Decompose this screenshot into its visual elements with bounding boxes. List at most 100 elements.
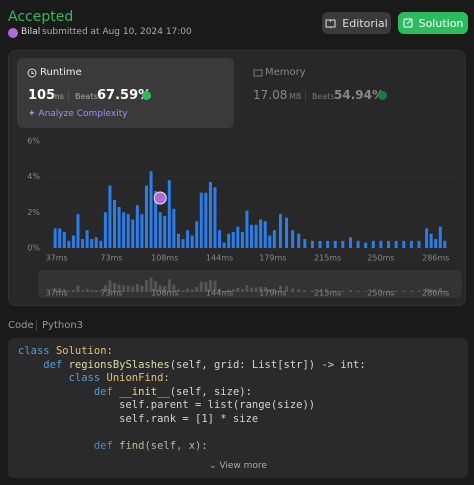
minimap-bar	[85, 288, 89, 292]
minimap-bar	[263, 287, 267, 292]
bar	[417, 240, 421, 248]
runtime-label: Runtime	[40, 67, 82, 78]
minimap-bar	[167, 279, 171, 292]
memory-value: 17.08	[253, 88, 288, 102]
x-tick-label: 144ms	[206, 254, 233, 263]
submitted-at: submitted at Aug 10, 2024 17:00	[42, 27, 192, 37]
code-line: def regionsBySlashes(self, grid: List[st…	[18, 358, 366, 373]
button-label: Editorial	[342, 16, 388, 30]
minimap-bar	[434, 290, 438, 292]
bar	[117, 206, 121, 248]
x-tick-label: 250ms	[367, 254, 394, 263]
view-more[interactable]: ⌄ View more	[8, 461, 468, 471]
minimap-bar	[81, 290, 85, 292]
view-more-text: View more	[219, 461, 267, 471]
minimap-bar	[417, 290, 421, 292]
code-tab[interactable]: Code	[8, 320, 34, 331]
minimap-bar	[181, 290, 185, 292]
divider	[36, 320, 37, 331]
y-tick-label: 0%	[27, 244, 40, 253]
code-line: self.rank = [1] * size	[18, 413, 366, 427]
minimap-bar	[208, 279, 212, 292]
minimap-bar	[227, 289, 231, 292]
minimap-bar	[310, 290, 314, 292]
minimap-bar	[122, 285, 126, 292]
bar	[71, 235, 75, 248]
minimap-bar	[259, 286, 263, 292]
minimap-bar	[135, 284, 139, 292]
language: Python3	[42, 320, 84, 331]
bar	[402, 240, 406, 248]
minimap-bar	[126, 285, 130, 292]
y-tick-label: 2%	[27, 208, 40, 217]
minimap-bar	[240, 289, 244, 292]
minimap-bar	[108, 280, 112, 292]
minimap-bar	[58, 288, 62, 292]
bar	[409, 240, 413, 248]
minimap-bar	[236, 288, 240, 292]
bar	[443, 240, 447, 248]
bar	[278, 214, 282, 248]
bar	[126, 214, 130, 248]
bar	[268, 235, 272, 248]
minimap-bar	[62, 289, 66, 292]
bar	[364, 242, 368, 248]
bar	[379, 240, 383, 248]
minimap-bar	[99, 290, 103, 292]
code-line: def __init__(self, size):	[18, 386, 366, 400]
bar	[227, 233, 231, 248]
minimap-tick-label: 37ms	[46, 289, 68, 298]
minimap-bar	[438, 288, 442, 292]
minimap-bar	[53, 288, 57, 292]
minimap-bar	[245, 285, 249, 292]
minimap-bar	[67, 290, 71, 292]
minimap-bar	[291, 288, 295, 292]
bar	[341, 240, 345, 248]
code-token: def	[18, 385, 120, 398]
minimap-bar	[149, 277, 153, 292]
minimap-bar	[144, 280, 148, 292]
user-name[interactable]: Bilal	[21, 27, 41, 37]
minimap-bar	[268, 289, 272, 292]
minimap-bar	[204, 281, 208, 292]
runtime-beats: 67.59%	[97, 88, 152, 103]
bar	[135, 205, 139, 248]
code-token: class	[18, 345, 56, 357]
code-line: class UnionFind:	[18, 372, 366, 386]
minimap-bar	[199, 281, 203, 292]
bar	[94, 237, 98, 248]
bar	[163, 215, 167, 248]
minimap-bar	[443, 290, 447, 292]
bar	[76, 214, 80, 248]
clock-icon	[27, 68, 37, 78]
bar	[108, 185, 112, 248]
editorial-button[interactable]: Editorial	[322, 12, 391, 34]
memory-label[interactable]: Memory	[265, 67, 306, 78]
minimap-bar	[379, 290, 383, 292]
code-line: class Solution:	[18, 345, 366, 359]
minimap-tick-label: 108ms	[151, 289, 178, 298]
bar	[285, 217, 289, 248]
bar	[176, 233, 180, 248]
bar	[103, 212, 107, 248]
bar	[122, 212, 126, 248]
code-token: UnionFind:	[106, 372, 170, 385]
bar	[67, 240, 71, 248]
minimap-bar	[303, 290, 307, 292]
bar	[144, 185, 148, 248]
minimap-tick-label: 144ms	[206, 289, 233, 298]
x-tick-label: 73ms	[100, 254, 122, 263]
solution-button[interactable]: Solution	[398, 12, 468, 34]
divider	[305, 91, 306, 101]
bar	[303, 239, 307, 248]
runtime-card[interactable]	[17, 58, 234, 128]
chevron: ⌄	[209, 461, 220, 471]
status: Accepted	[8, 9, 74, 25]
bar	[272, 230, 276, 248]
code-token: (self, grid: List[str]) -> int:	[169, 358, 366, 371]
runtime-chart: 0% 2% 4% 6% 37ms 37ms 73ms 73ms 108ms 108ms 144ms 1…	[27, 137, 462, 298]
analyze-link[interactable]: ✦ Analyze Complexity	[28, 109, 128, 119]
minimap-bar	[356, 290, 360, 292]
minimap	[38, 270, 462, 298]
book-icon	[325, 19, 336, 28]
